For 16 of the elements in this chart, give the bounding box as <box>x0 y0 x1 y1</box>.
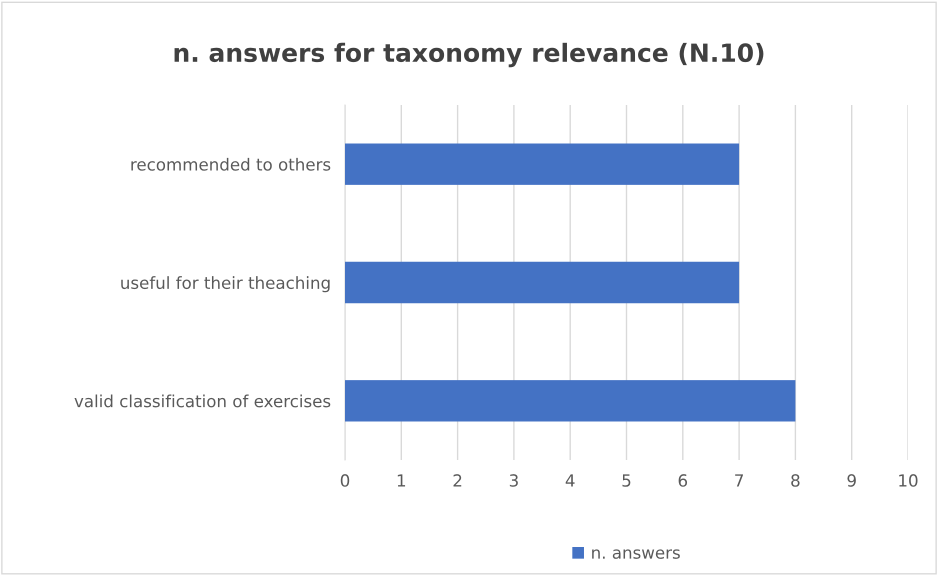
x-tick-label: 0 <box>340 474 350 487</box>
x-tick-label: 8 <box>791 474 800 487</box>
y-tick-label: useful for their theaching <box>121 276 330 292</box>
chart-title: n. answers for taxonomy relevance (N.10) <box>174 42 764 68</box>
x-tick-label: 7 <box>735 474 743 487</box>
y-tick-label: valid classification of exercises <box>74 394 330 408</box>
x-tick-label: 5 <box>622 474 630 487</box>
legend-label: n. answers <box>592 549 680 559</box>
x-tick-label: 4 <box>566 474 575 487</box>
y-tick-label: recommended to others <box>131 158 330 171</box>
x-tick-label: 6 <box>678 474 688 487</box>
x-tick-label: 10 <box>899 474 918 487</box>
x-tick-label: 3 <box>510 474 518 487</box>
x-tick-label: 1 <box>398 474 406 487</box>
x-tick-label: 9 <box>847 474 856 487</box>
x-tick-label: 2 <box>454 474 462 487</box>
